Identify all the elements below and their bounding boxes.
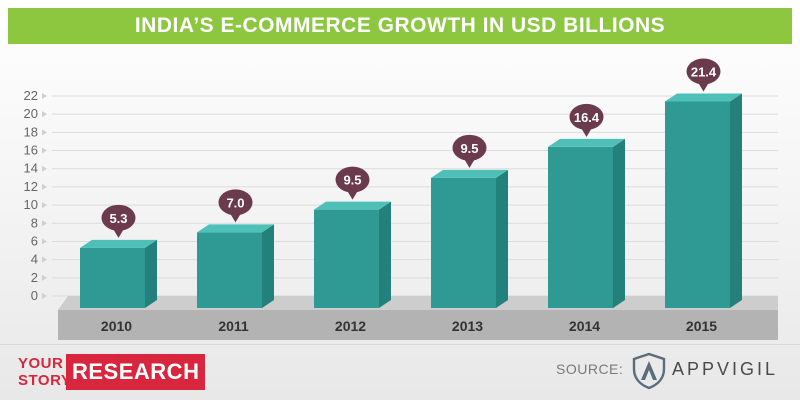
x-tick-label: 2012	[335, 318, 366, 334]
value-label-bubble	[452, 134, 487, 161]
x-tick-label: 2010	[101, 318, 132, 334]
bar	[197, 232, 262, 308]
y-tick-arrow	[42, 165, 47, 172]
value-label: 16.4	[574, 110, 600, 125]
bar	[431, 177, 496, 308]
value-label-pointer	[229, 212, 242, 223]
y-tick-arrow	[42, 183, 47, 190]
bar-top	[197, 224, 274, 233]
y-tick-arrow	[42, 293, 47, 299]
y-tick-label: 2	[31, 270, 38, 285]
bar-side	[613, 138, 625, 308]
y-tick-label: 0	[31, 288, 38, 303]
value-label-pointer	[346, 189, 359, 200]
bar-side	[730, 93, 742, 308]
source-label: SOURCE:	[556, 361, 624, 377]
y-tick-label: 14	[24, 161, 38, 176]
bar-side	[496, 169, 508, 308]
bar-top	[431, 169, 508, 178]
logo-word-your: YOUR	[18, 355, 64, 372]
logo-word-research: RESEARCH	[66, 354, 206, 390]
value-label: 5.3	[109, 211, 127, 226]
bar	[80, 247, 145, 308]
bar-side	[379, 201, 391, 308]
yourstory-research-logo: YOUR STORY RESEARCH	[18, 354, 206, 390]
y-tick-label: 4	[31, 252, 38, 267]
bar-top	[665, 93, 742, 102]
chart-title: INDIA’S E-COMMERCE GROWTH IN USD BILLION…	[134, 14, 666, 37]
appvigil-shield-icon	[632, 352, 666, 390]
x-tick-label: 2015	[686, 318, 717, 334]
value-label: 7.0	[226, 195, 244, 210]
bar	[548, 146, 613, 308]
y-tick-label: 6	[31, 233, 38, 248]
value-label-pointer	[697, 81, 710, 92]
logo-word-story: STORY	[18, 372, 72, 389]
value-label: 9.5	[460, 141, 478, 156]
y-tick-arrow	[42, 256, 47, 263]
chart-area: 0 2 4 6 8 10 12 14 16 18 20 22 5.3 2010 7.0 2011 9.5 2012…	[24, 58, 778, 340]
value-label-bubble	[569, 103, 604, 130]
bar-side	[262, 224, 274, 308]
y-tick-label: 8	[31, 215, 38, 230]
value-label-bubble	[101, 204, 136, 231]
y-tick-arrow	[42, 220, 47, 227]
bar-top	[80, 239, 157, 248]
y-tick-arrow	[42, 93, 47, 99]
value-label: 9.5	[343, 173, 361, 188]
title-bar: INDIA’S E-COMMERCE GROWTH IN USD BILLION…	[8, 8, 792, 44]
footer-divider	[0, 344, 800, 345]
x-tick-label: 2011	[218, 318, 249, 334]
y-tick-arrow	[42, 129, 47, 136]
y-tick-arrow	[42, 274, 47, 281]
y-tick-label: 16	[24, 143, 38, 158]
bar	[314, 209, 379, 308]
bar-top	[548, 138, 625, 147]
y-tick-label: 18	[24, 124, 38, 139]
x-tick-label: 2013	[452, 318, 483, 334]
y-tick-arrow	[42, 147, 47, 154]
x-tick-label: 2014	[569, 318, 600, 334]
value-label-pointer	[112, 227, 125, 238]
y-tick-label: 10	[24, 197, 38, 212]
source-name: APPVIGIL	[672, 359, 779, 379]
platform-front	[58, 310, 778, 340]
value-label: 21.4	[691, 64, 717, 79]
value-label-bubble	[686, 58, 721, 85]
y-tick-arrow	[42, 238, 47, 245]
y-tick-label: 12	[24, 179, 38, 194]
y-tick-arrow	[42, 111, 47, 118]
value-label-pointer	[463, 157, 476, 168]
y-tick-label: 20	[24, 106, 38, 121]
bar	[665, 101, 730, 308]
y-tick-label: 22	[24, 88, 38, 103]
bar-side	[145, 239, 157, 308]
value-label-bubble	[218, 189, 253, 216]
value-label-pointer	[580, 126, 593, 137]
y-tick-arrow	[42, 202, 47, 209]
value-label-bubble	[335, 166, 370, 193]
bar-top	[314, 201, 391, 210]
